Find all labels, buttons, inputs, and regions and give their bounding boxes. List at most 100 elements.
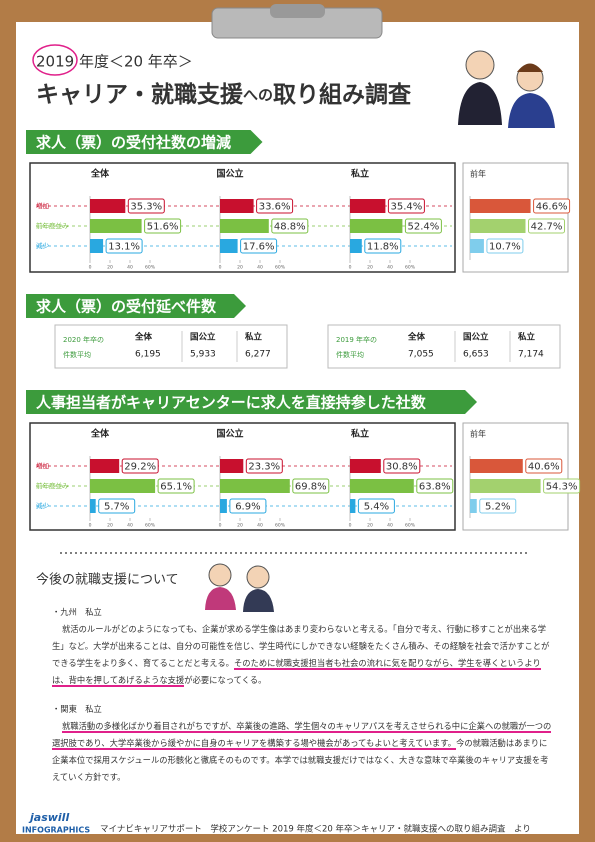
value-label: 10.7% (489, 242, 521, 253)
row-label: 前年度並み (36, 481, 69, 490)
paper (16, 22, 579, 834)
comment-text: 今の就職活動はあまりに企業本位で採用スケジュールの形骸化と徹底そのものです。本学… (52, 738, 549, 782)
table-header: 私立 (244, 332, 263, 343)
section-banner (26, 294, 246, 318)
value-label: 5.7% (104, 502, 129, 513)
value-label: 42.7% (531, 222, 563, 233)
comment-body: 就職活動の多様化ばかり着目されがちですが、卒業後の進路、学生個々のキャリアパスを… (52, 718, 552, 786)
value-label: 35.3% (130, 202, 162, 213)
value-label: 40.6% (528, 462, 560, 473)
value-label-box (98, 498, 136, 514)
previous-frame (462, 422, 569, 531)
bar (220, 459, 244, 473)
previous-bar (470, 199, 531, 213)
previous-bar (470, 479, 541, 493)
value-label-box (229, 498, 267, 514)
bar (90, 479, 156, 493)
x-tick-label: 40 (127, 265, 133, 271)
bar (220, 239, 238, 253)
section-title: 求人（票）の受付延べ件数 (36, 298, 217, 316)
table-row-label: 2019 年卒の (336, 335, 377, 344)
table-cell: 5,933 (190, 350, 216, 360)
x-tick-label: 20 (237, 265, 243, 271)
group-label: 私立 (350, 428, 369, 440)
highlighted-text: 就職活動の多様化ばかり着目されがちですが、卒業後の進路、学生個々のキャリアパスを… (52, 721, 552, 750)
value-label: 29.2% (124, 462, 156, 473)
previous-bar (470, 459, 523, 473)
year-circle (32, 44, 78, 76)
value-label-box (157, 478, 195, 494)
value-label: 13.1% (108, 242, 140, 253)
x-tick-label: 20 (107, 523, 113, 529)
source: マイナビキャリアサポート 学校アンケート 2019 年度＜20 年卒＞キャリア・… (100, 824, 531, 835)
comments: ・九州 私立 就活のルールがどのようになっても、企業が求める学生像はあまり変わらな… (52, 600, 552, 786)
comment-heading: ・関東 私立 (52, 704, 102, 714)
value-label-box (543, 478, 581, 494)
value-label: 11.8% (367, 242, 399, 253)
main-title: キャリア・就職支援への取り組み調査 (36, 81, 411, 108)
highlighted-text: そのために就職支援担当者も社会の流れに気を配りながら、学生を導くというよりは、背… (52, 658, 541, 687)
value-label-box (245, 458, 283, 474)
group-label: 全体 (90, 428, 110, 440)
value-label-box (271, 218, 309, 234)
x-tick-label: 40 (387, 265, 393, 271)
comment-text: が必要になってくる。 (184, 675, 267, 685)
table-header: 国公立 (190, 332, 216, 343)
table-header: 私立 (517, 332, 536, 343)
value-label: 23.3% (248, 462, 280, 473)
x-tick-label: 60% (275, 523, 286, 529)
bar (220, 199, 254, 213)
value-label-box (240, 238, 278, 254)
previous-bar (470, 219, 526, 233)
x-tick-label: 0 (219, 523, 222, 529)
value-label-box (528, 218, 566, 234)
value-label: 48.8% (274, 222, 306, 233)
row-label: 増加 (36, 461, 49, 470)
previous-label: 前年 (470, 429, 486, 439)
x-tick-label: 20 (367, 265, 373, 271)
x-tick-label: 60% (145, 265, 156, 271)
value-label-box (416, 478, 454, 494)
table-row-label: 件数平均 (63, 350, 91, 359)
previous-bar (470, 239, 484, 253)
comment-illustration (205, 563, 274, 612)
table-frame (327, 324, 561, 369)
row-label: 減少 (36, 501, 50, 510)
group-label: 全体 (90, 168, 110, 180)
x-tick-label: 60% (405, 265, 416, 271)
bar (220, 219, 269, 233)
x-tick-label: 60% (275, 265, 286, 271)
value-label-box (127, 198, 165, 214)
x-tick-label: 20 (367, 523, 373, 529)
table-header: 国公立 (463, 332, 489, 343)
row-label: 減少 (36, 241, 50, 250)
bar (350, 239, 362, 253)
value-label: 54.3% (546, 482, 578, 493)
x-tick-label: 40 (257, 523, 263, 529)
table-header: 全体 (134, 332, 153, 343)
x-tick-label: 0 (89, 523, 92, 529)
bar (350, 459, 381, 473)
table-cell: 6,653 (463, 350, 489, 360)
comment: ・九州 私立 就活のルールがどのようになっても、企業が求める学生像はあまり変わらな… (52, 604, 552, 689)
bar (220, 499, 227, 513)
comment-body: 就活のルールがどのようになっても、企業が求める学生像はあまり変わらないと考える。… (52, 621, 552, 689)
value-label-box (479, 498, 517, 514)
value-label: 51.6% (147, 222, 179, 233)
bar (350, 479, 414, 493)
previous-label: 前年 (470, 169, 486, 179)
comment: ・関東 私立就職活動の多様化ばかり着目されがちですが、卒業後の進路、学生個々のキ… (52, 701, 552, 786)
brand-sub: INFOGRAPHICS (22, 826, 90, 835)
value-label: 52.4% (408, 222, 440, 233)
chart-frame (29, 162, 456, 273)
table-cell: 6,195 (135, 350, 161, 360)
value-label: 6.9% (235, 502, 260, 513)
group-label: 私立 (350, 168, 369, 180)
x-tick-label: 40 (127, 523, 133, 529)
value-label-box (383, 458, 421, 474)
section-title: 人事担当者がキャリアセンターに求人を直接持参した社数 (36, 394, 427, 412)
comment-text: 就活のルールがどのようになっても、企業が求める学生像はあまり変わらないと考える。… (52, 624, 550, 668)
value-label-box (364, 238, 402, 254)
bar (90, 459, 120, 473)
